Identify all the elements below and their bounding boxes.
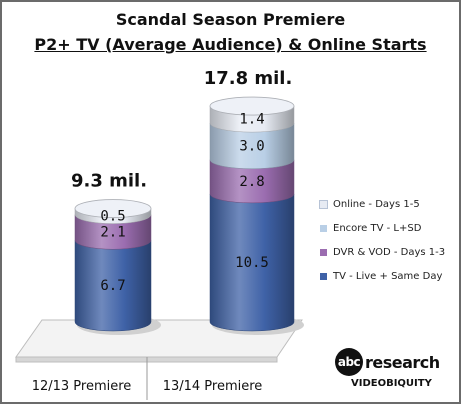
- bar-top-cap: [209, 96, 295, 116]
- data-label: 6.7: [100, 278, 125, 294]
- chart-title: Scandal Season Premiere: [115, 10, 346, 29]
- category-label: 12/13 Premiere: [32, 379, 132, 394]
- bar-segment-1-1: [209, 159, 295, 204]
- bar-segment-0-1: [74, 214, 152, 250]
- abc-logo-icon: abc: [335, 348, 363, 376]
- legend-label: DVR & VOD - Days 1-3: [333, 246, 446, 258]
- legend-item: TV - Live + Same Day: [320, 264, 445, 288]
- legend-swatch: [320, 224, 327, 232]
- legend-label: Encore TV - L+SD: [333, 222, 422, 234]
- abc-research-logo: abc research VIDEOBIQUITY: [335, 348, 440, 389]
- data-label: 2.1: [100, 224, 125, 240]
- chart-subtitle: P2+ TV (Average Audience) & Online Start…: [34, 35, 427, 54]
- data-label: 1.4: [239, 112, 264, 128]
- legend-swatch: [319, 199, 328, 209]
- legend-item: Encore TV - L+SD: [320, 216, 445, 240]
- data-label: 2.8: [239, 174, 264, 190]
- total-label: 9.3 mil.: [71, 171, 147, 192]
- legend-item: Online - Days 1-5: [319, 192, 445, 216]
- logo-subtitle: VIDEOBIQUITY: [351, 378, 432, 389]
- bar-segment-0-0: [74, 240, 152, 332]
- legend-swatch: [320, 248, 327, 256]
- legend-label: TV - Live + Same Day: [333, 270, 443, 282]
- bar-top-cap: [74, 199, 152, 218]
- data-label: 10.5: [235, 255, 269, 271]
- data-label: 0.5: [100, 209, 125, 225]
- legend-label: Online - Days 1-5: [333, 198, 420, 210]
- category-label: 13/14 Premiere: [163, 379, 263, 394]
- total-label: 17.8 mil.: [204, 68, 293, 89]
- bar-segment-1-2: [209, 122, 295, 169]
- chart-legend: Online - Days 1-5 Encore TV - L+SD DVR & V…: [319, 192, 445, 288]
- logo-word: research: [365, 352, 440, 372]
- legend-item: DVR & VOD - Days 1-3: [320, 240, 445, 264]
- bar-segment-1-0: [209, 193, 295, 332]
- data-label: 3.0: [239, 138, 264, 154]
- legend-swatch: [320, 272, 327, 280]
